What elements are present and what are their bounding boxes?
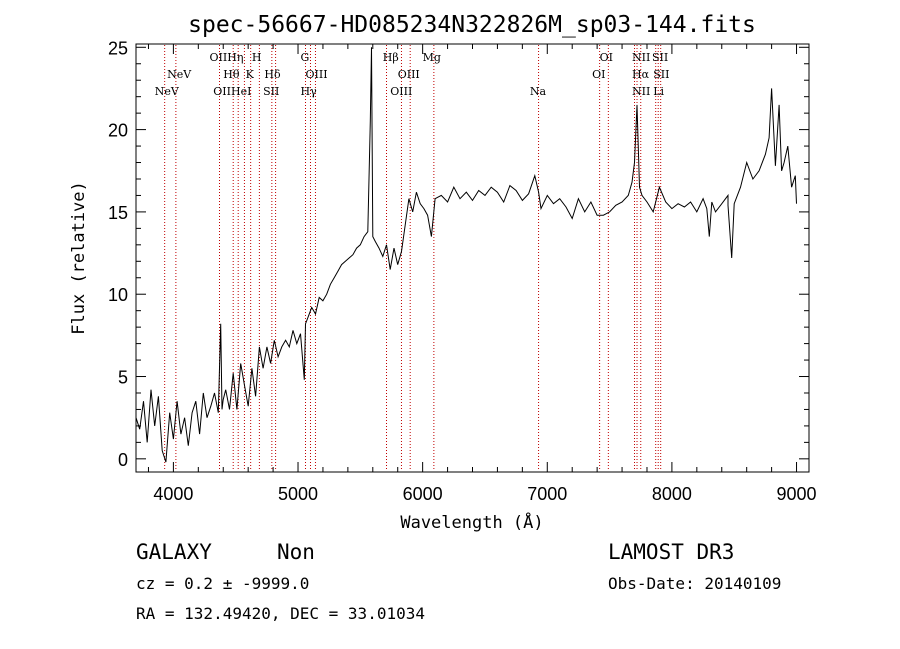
obs-date-text: Obs-Date: 20140109 <box>608 574 781 593</box>
spectral-line-label: OIIHη <box>210 51 244 64</box>
survey-label: LAMOST DR3 <box>608 540 734 564</box>
redshift-text: cz = 0.2 ± -9999.0 <box>136 574 309 593</box>
spectral-line-label: H <box>252 51 262 64</box>
y-tick-label: 5 <box>118 368 128 388</box>
x-tick-label: 6000 <box>403 484 443 504</box>
spectral-line-label: OI <box>600 51 613 64</box>
y-axis-ticks: 0 5 10 15 20 25 <box>108 38 809 470</box>
spectrum-series <box>135 47 797 463</box>
spectral-line-label: Hβ <box>383 51 399 64</box>
x-tick-label: 7000 <box>527 484 567 504</box>
x-axis-ticks: 4000 5000 6000 7000 8000 9000 <box>147 44 817 504</box>
spectral-line-label: SII <box>652 51 668 64</box>
y-tick-label: 15 <box>108 203 128 223</box>
spectral-line-label: Mg <box>423 51 441 64</box>
spectral-line-label: NeV <box>167 68 192 81</box>
spectral-line-label: SII <box>653 68 669 81</box>
spectral-line-label: K <box>246 68 255 81</box>
spectral-line-label: Hδ <box>264 68 281 81</box>
x-tick-label: 5000 <box>278 484 318 504</box>
spectral-line-label: OI <box>592 68 605 81</box>
spectral-line-label: NeV <box>155 85 180 98</box>
spectrum-line <box>135 47 797 463</box>
y-tick-label: 0 <box>118 450 128 470</box>
x-tick-label: 9000 <box>777 484 817 504</box>
spectral-line-label: NII <box>632 85 650 98</box>
spectral-line-labels: NeV NeV OIIHη H Hθ K Hδ OIIHeI SII G OIII Hγ Hβ OIII O… <box>155 51 670 98</box>
y-tick-label: 10 <box>108 285 128 305</box>
x-tick-label: 4000 <box>153 484 193 504</box>
spectral-line-label: G <box>301 51 310 64</box>
y-tick-label: 25 <box>108 38 128 58</box>
x-tick-label: 8000 <box>652 484 692 504</box>
spectral-line-label: NII <box>632 51 650 64</box>
chart-title: spec-56667-HD085234N322826M_sp03-144.fit… <box>188 12 756 38</box>
spectral-line-label: OIII <box>390 85 412 98</box>
spectral-line-label: Li <box>653 85 664 98</box>
y-axis-label: Flux (relative) <box>69 181 89 335</box>
spectral-line-markers <box>164 45 662 471</box>
spectral-line-label: Hγ <box>301 85 318 98</box>
spectral-line-label: OIII <box>398 68 420 81</box>
spectral-line-label: Na <box>530 85 547 98</box>
spectral-line-label: SII <box>263 85 279 98</box>
spectral-line-label: OIII <box>305 68 327 81</box>
spectral-line-label: Hα <box>632 68 650 81</box>
object-class: GALAXY <box>136 540 212 564</box>
object-subclass: Non <box>277 540 315 564</box>
x-axis-label: Wavelength (Å) <box>400 511 543 533</box>
spectral-line-label: OIIHeI <box>213 85 251 98</box>
spectral-line-label: Hθ <box>223 68 240 81</box>
y-tick-label: 20 <box>108 121 128 141</box>
coordinates-text: RA = 132.49420, DEC = 33.01034 <box>136 604 425 623</box>
